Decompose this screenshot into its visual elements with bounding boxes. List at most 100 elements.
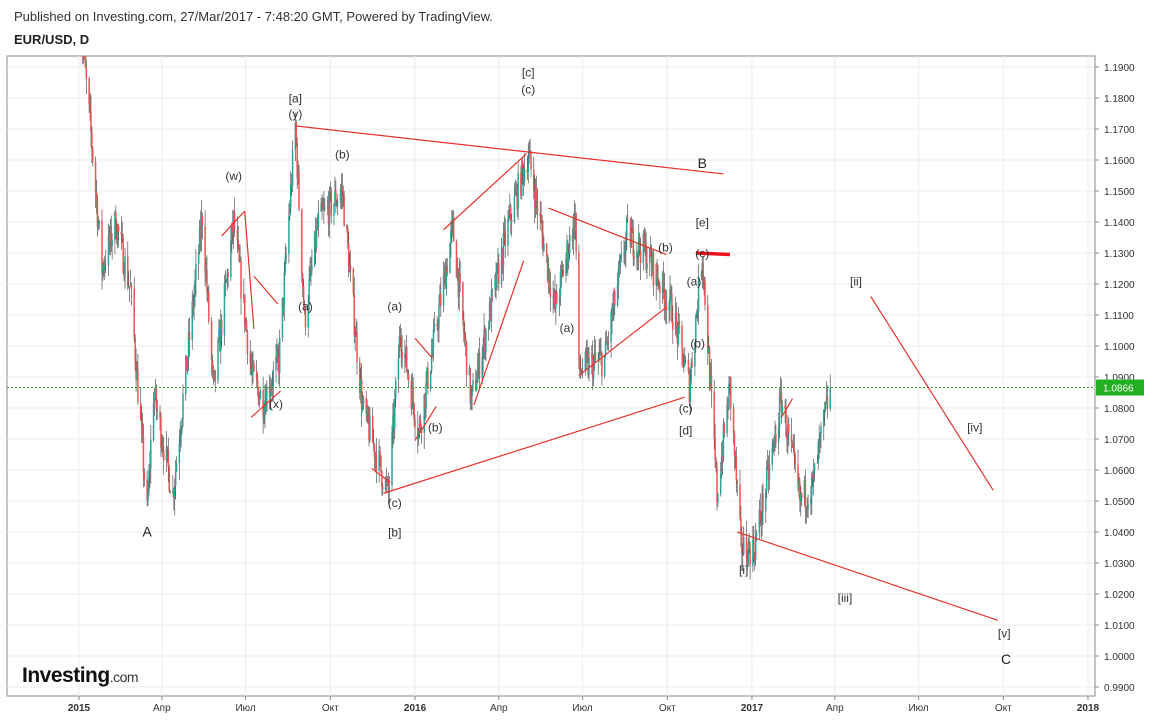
target-marker-line[interactable] xyxy=(695,251,730,257)
candle-body xyxy=(162,450,165,461)
candle-body xyxy=(313,231,316,266)
candle-body xyxy=(696,312,699,314)
candle-body xyxy=(636,250,638,259)
candle-body xyxy=(773,438,775,444)
candle-body xyxy=(661,272,664,294)
candle-body xyxy=(624,252,626,255)
candle-body xyxy=(710,375,713,392)
trendline[interactable] xyxy=(414,406,437,441)
candle-body xyxy=(314,231,317,249)
candle-body xyxy=(702,263,704,279)
candle-body xyxy=(258,398,261,405)
candle-body xyxy=(97,223,100,228)
candle-body xyxy=(429,371,432,389)
trendline[interactable] xyxy=(548,207,667,256)
trendline[interactable] xyxy=(737,531,998,621)
candle-body xyxy=(638,235,641,251)
candle-body xyxy=(800,493,802,501)
candle-body xyxy=(503,229,506,234)
wave-label: [v] xyxy=(998,626,1011,640)
price-tick-label: 1.0500 xyxy=(1104,497,1135,508)
trendline[interactable] xyxy=(295,125,724,175)
trendline[interactable] xyxy=(780,398,793,418)
candle-body xyxy=(600,351,602,354)
candle-body xyxy=(690,363,692,381)
candle-body xyxy=(392,415,394,433)
candle-body xyxy=(617,267,620,285)
candle-body xyxy=(567,243,569,263)
candle-body xyxy=(311,265,313,271)
candle-body xyxy=(213,370,216,380)
candle-body xyxy=(174,471,177,487)
candle-body xyxy=(361,403,364,410)
trendline[interactable] xyxy=(371,467,391,483)
candle-body xyxy=(723,424,726,434)
candle-body xyxy=(785,408,787,437)
candle-body xyxy=(251,368,253,374)
trendline[interactable] xyxy=(578,306,667,376)
candle-body xyxy=(191,301,193,341)
candle-body xyxy=(649,247,651,264)
candle-body xyxy=(779,392,782,397)
candle-body xyxy=(730,377,732,408)
candle-body xyxy=(788,423,790,434)
candle-body xyxy=(295,122,298,144)
candle-body xyxy=(671,293,673,322)
candle-body xyxy=(707,305,709,354)
candle-body xyxy=(294,122,297,151)
current-price-label: 1.0866 xyxy=(1103,384,1134,395)
candle-body xyxy=(760,520,762,523)
candle-body xyxy=(619,257,622,266)
candle-body xyxy=(670,289,672,294)
wave-label: (b) xyxy=(428,420,443,434)
trendline[interactable] xyxy=(870,296,994,491)
candle-body xyxy=(694,342,696,367)
trendline[interactable] xyxy=(244,211,255,329)
current-price-box xyxy=(1096,379,1144,396)
candle-body xyxy=(341,187,344,193)
candle-body xyxy=(149,468,151,472)
candle-body xyxy=(501,248,504,267)
candle-body xyxy=(411,386,414,409)
candle-body xyxy=(413,404,415,420)
candle-body xyxy=(695,316,697,343)
candle-body xyxy=(772,443,774,449)
candle-body xyxy=(665,302,668,311)
candle-body xyxy=(264,400,266,415)
trendline[interactable] xyxy=(383,396,685,494)
candle-body xyxy=(554,291,556,309)
trendline[interactable] xyxy=(250,390,282,418)
candle-body xyxy=(623,253,625,255)
candle-body xyxy=(334,190,336,205)
trendline[interactable] xyxy=(221,210,246,237)
candle-body xyxy=(691,363,693,367)
candle-body xyxy=(321,203,323,210)
candle-body xyxy=(733,433,736,456)
candle-body xyxy=(272,369,275,387)
trendline[interactable] xyxy=(253,275,279,305)
candle-body xyxy=(714,437,716,460)
candle-body xyxy=(687,360,690,372)
trendline[interactable] xyxy=(414,337,433,359)
candle-body xyxy=(607,340,610,343)
candle-body xyxy=(650,257,653,271)
candle-body xyxy=(380,455,382,472)
candle-body xyxy=(823,409,826,411)
candle-body xyxy=(587,355,589,375)
candle-body xyxy=(115,236,118,241)
candle-body xyxy=(289,208,291,217)
candle-body xyxy=(304,309,307,328)
candle-body xyxy=(745,536,748,559)
time-tick-label: Окт xyxy=(322,703,339,714)
trendline[interactable] xyxy=(443,153,527,231)
candle-body xyxy=(84,56,87,68)
candle-body xyxy=(829,387,831,409)
wave-label: (a) xyxy=(387,299,402,313)
candle-body xyxy=(800,493,803,499)
candle-body xyxy=(240,260,242,299)
candle-body xyxy=(239,260,241,262)
candle-body xyxy=(110,225,112,246)
candle-body xyxy=(684,359,687,361)
trendline[interactable] xyxy=(473,260,525,406)
